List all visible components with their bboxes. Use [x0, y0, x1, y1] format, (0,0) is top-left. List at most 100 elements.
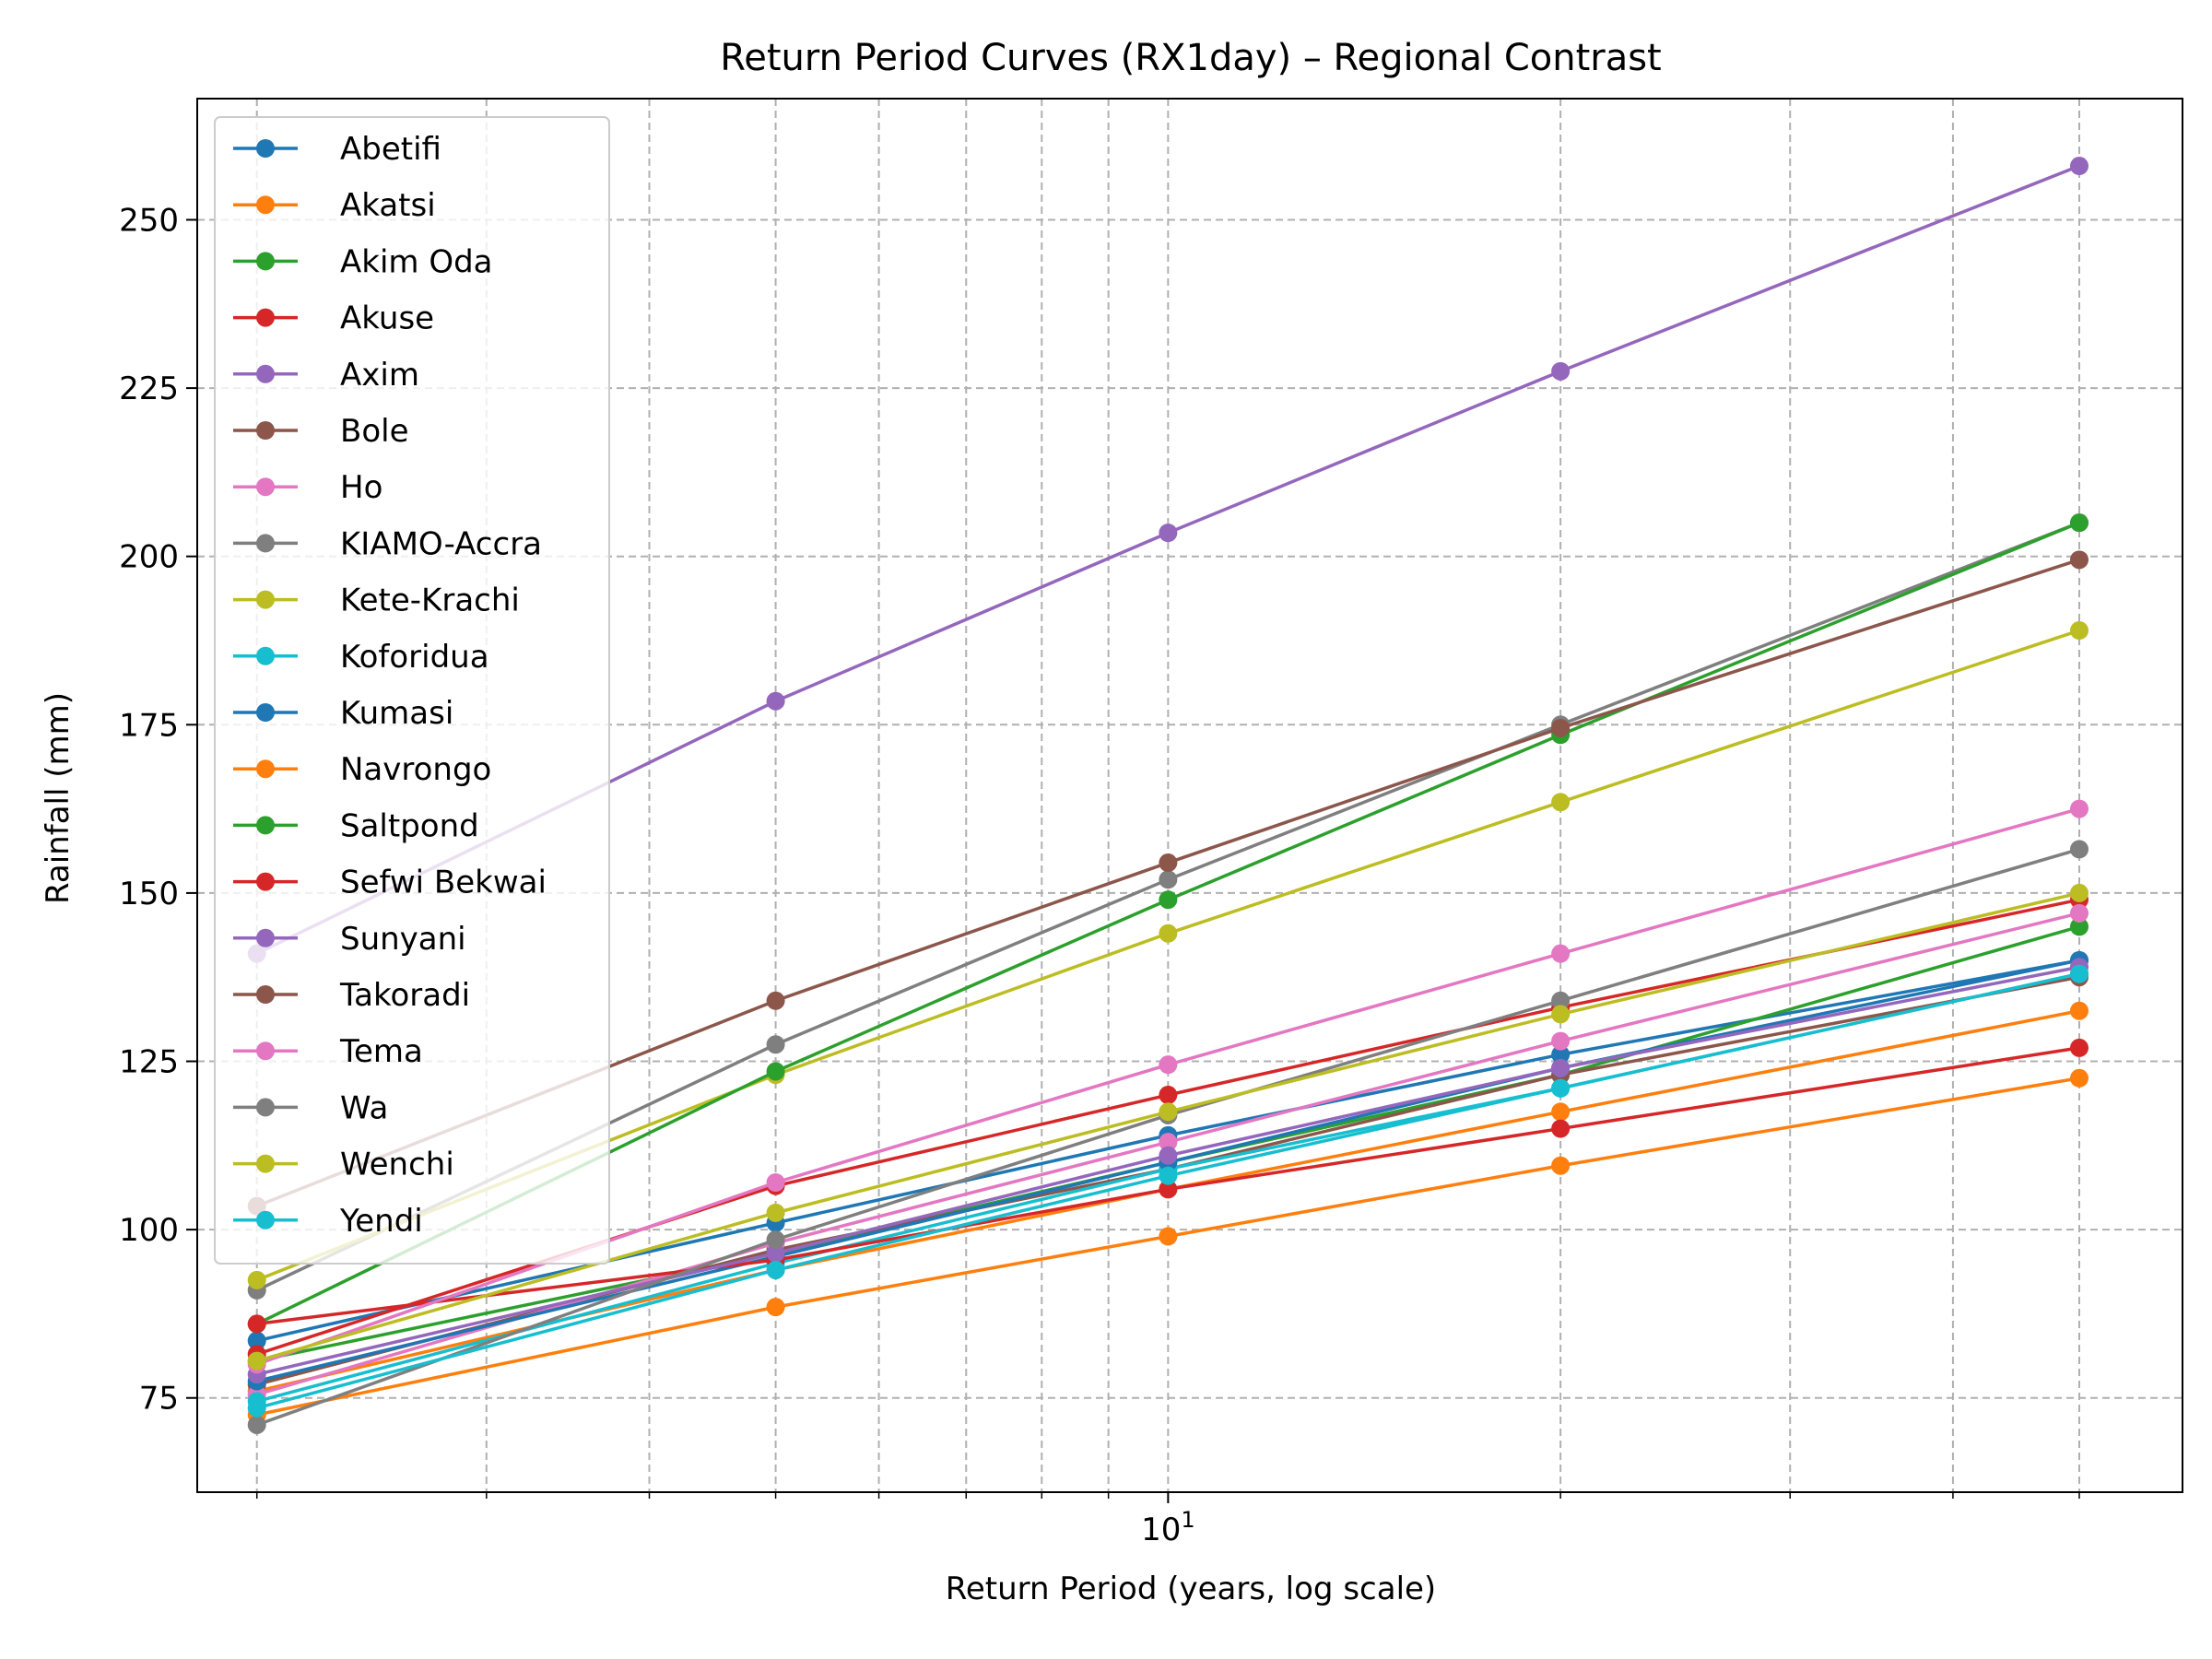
legend-label: Axim	[340, 357, 419, 394]
legend-item: Kete-Krachi	[233, 582, 520, 619]
data-point	[1551, 1119, 1571, 1138]
legend-label: Takoradi	[339, 977, 470, 1014]
y-tick-label: 150	[119, 876, 179, 912]
legend-label: Navrongo	[340, 751, 491, 788]
legend-marker	[256, 872, 275, 891]
data-point	[766, 1035, 785, 1054]
legend-label: Sunyani	[340, 921, 466, 958]
legend-marker	[256, 139, 275, 158]
data-point	[2070, 1001, 2089, 1020]
y-tick-label: 250	[119, 202, 179, 239]
data-point	[1159, 1227, 1178, 1246]
legend-item: Navrongo	[233, 751, 491, 788]
data-point	[766, 1230, 785, 1250]
series-yendi	[247, 964, 2089, 1418]
legend-label: Akim Oda	[340, 243, 493, 280]
legend-label: Wenchi	[340, 1147, 454, 1183]
data-point	[247, 1314, 266, 1334]
legend-marker	[256, 421, 275, 440]
legend-item: Saltpond	[233, 807, 479, 844]
data-point	[1159, 1086, 1178, 1105]
data-point	[2070, 883, 2089, 902]
data-point	[247, 1398, 266, 1418]
data-point	[766, 1298, 785, 1317]
y-tick-label: 100	[119, 1212, 179, 1249]
legend-marker	[256, 308, 275, 327]
legend-item: Yendi	[233, 1203, 423, 1240]
y-tick-label: 75	[139, 1381, 179, 1418]
data-point	[1159, 1180, 1178, 1199]
legend-item: Axim	[233, 357, 419, 394]
data-point	[1159, 890, 1178, 910]
y-tick-label: 225	[119, 371, 179, 407]
data-point	[247, 1331, 266, 1350]
legend-marker	[256, 928, 275, 947]
data-point	[1551, 1045, 1571, 1065]
legend-item: Bole	[233, 413, 409, 450]
data-point	[766, 1203, 785, 1222]
data-point	[766, 1243, 785, 1263]
legend-marker	[256, 252, 275, 271]
data-point	[1551, 944, 1571, 963]
legend-marker	[256, 985, 275, 1004]
legend-marker	[256, 1041, 275, 1061]
legend-box	[214, 116, 610, 1265]
data-point	[766, 1260, 785, 1279]
legend-item: Abetifi	[233, 131, 441, 168]
legend-label: KIAMO-Accra	[340, 525, 542, 562]
legend-label: Sefwi Bekwai	[340, 865, 547, 901]
data-point	[1551, 1058, 1571, 1077]
data-point	[1551, 1156, 1571, 1175]
data-point	[766, 691, 785, 711]
legend-item: Sunyani	[233, 921, 466, 958]
data-point	[1551, 1102, 1571, 1122]
legend-item: Koforidua	[233, 639, 489, 676]
legend-marker	[256, 364, 275, 383]
data-point	[766, 991, 785, 1010]
data-point	[1551, 991, 1571, 1010]
legend-label: Tema	[339, 1033, 423, 1070]
data-point	[2070, 513, 2089, 533]
data-point	[1159, 1055, 1178, 1075]
data-point	[1551, 361, 1571, 381]
data-point	[766, 1062, 785, 1081]
legend-item: Ho	[233, 469, 382, 506]
legend-marker	[256, 477, 275, 497]
y-tick-label: 200	[119, 539, 179, 576]
legend-marker	[256, 816, 275, 835]
data-point	[2070, 621, 2089, 641]
data-point	[2070, 1038, 2089, 1057]
data-point	[2070, 917, 2089, 936]
legend-item: Wa	[233, 1089, 388, 1126]
data-point	[1551, 793, 1571, 812]
y-tick-label: 125	[119, 1044, 179, 1081]
legend-marker	[256, 534, 275, 553]
legend-item: Kumasi	[233, 695, 453, 732]
legend-item: Akim Oda	[233, 243, 493, 280]
legend-marker	[256, 590, 275, 609]
legend: Abetifi Akatsi Akim Oda Akuse Axim Bole Ho KIAM…	[214, 116, 610, 1265]
data-point	[1159, 1146, 1178, 1165]
data-point	[247, 1351, 266, 1371]
data-point	[1551, 718, 1571, 737]
legend-label: Kumasi	[340, 695, 453, 732]
legend-marker	[256, 195, 275, 215]
legend-item: Akuse	[233, 300, 434, 337]
legend-item: KIAMO-Accra	[233, 525, 542, 562]
legend-label: Wa	[340, 1089, 388, 1126]
legend-marker	[256, 759, 275, 779]
legend-item: Sefwi Bekwai	[233, 865, 547, 901]
legend-label: Bole	[340, 413, 409, 450]
legend-item: Tema	[233, 1033, 423, 1070]
chart-title: Return Period Curves (RX1day) – Regional…	[720, 37, 1662, 79]
legend-label: Kete-Krachi	[340, 582, 520, 619]
legend-label: Akatsi	[340, 187, 436, 224]
legend-label: Yendi	[339, 1203, 423, 1240]
y-tick-label: 175	[119, 707, 179, 744]
y-axis-label: Rainfall (mm)	[40, 692, 76, 904]
data-point	[2070, 840, 2089, 859]
data-point	[1159, 1102, 1178, 1122]
data-point	[1551, 1005, 1571, 1024]
axis-ticks: 101 75 100 125 150 175 200 225 250	[119, 202, 2080, 1548]
